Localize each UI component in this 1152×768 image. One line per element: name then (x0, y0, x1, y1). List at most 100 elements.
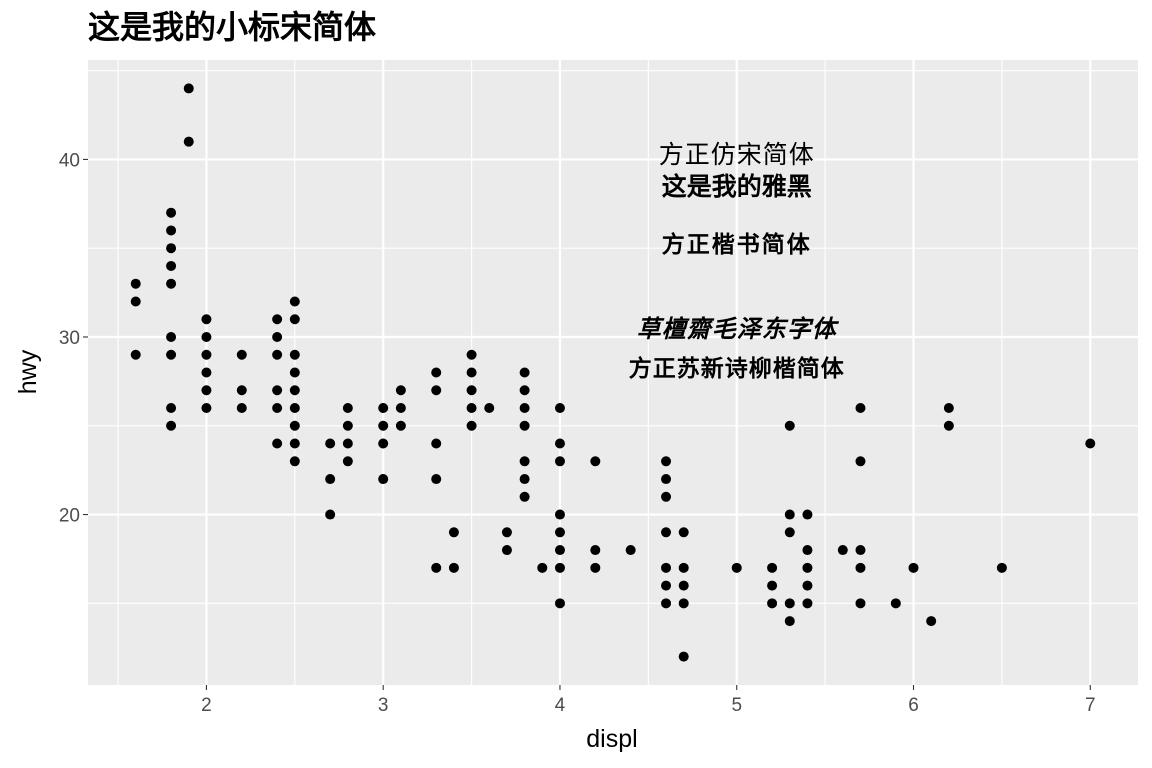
data-point (501, 545, 512, 556)
data-point (661, 598, 672, 609)
data-point (130, 278, 141, 289)
data-point (554, 403, 565, 414)
data-point (501, 527, 512, 538)
data-point (678, 598, 689, 609)
y-tick-label: 40 (59, 150, 80, 171)
data-point (678, 527, 689, 538)
annotation-label: 草檀齋毛泽东字体 (637, 314, 840, 343)
data-point (342, 456, 353, 467)
data-point (837, 545, 848, 556)
data-point (272, 403, 283, 414)
data-point (289, 349, 300, 360)
data-point (784, 598, 795, 609)
data-point (378, 403, 389, 414)
data-point (802, 562, 813, 573)
data-point (554, 527, 565, 538)
data-point (272, 349, 283, 360)
data-point (395, 403, 406, 414)
data-point (272, 438, 283, 449)
annotation-label: 方正仿宋简体 (659, 140, 815, 169)
data-point (201, 367, 212, 378)
data-point (590, 545, 601, 556)
data-point (519, 403, 530, 414)
data-point (342, 438, 353, 449)
data-point (289, 296, 300, 307)
data-point (201, 403, 212, 414)
data-point (661, 456, 672, 467)
minor-gridlines (88, 60, 1138, 685)
data-point (201, 385, 212, 396)
data-point (236, 403, 247, 414)
data-point (431, 474, 442, 485)
y-tick-label: 30 (59, 328, 80, 349)
data-point (661, 491, 672, 502)
data-point (342, 420, 353, 431)
data-point (554, 509, 565, 520)
major-gridlines (88, 60, 1138, 685)
data-point (166, 225, 177, 236)
data-point (236, 385, 247, 396)
data-point (431, 367, 442, 378)
data-point (395, 385, 406, 396)
data-point (855, 545, 866, 556)
data-point (448, 527, 459, 538)
data-point (926, 616, 937, 627)
data-point (784, 509, 795, 520)
data-point (166, 349, 177, 360)
data-point (590, 562, 601, 573)
data-point (784, 527, 795, 538)
x-tick-label: 2 (201, 695, 212, 716)
data-point (466, 367, 477, 378)
x-axis-title: displ (586, 725, 637, 753)
data-point (201, 349, 212, 360)
annotation-label: 方正楷书简体 (662, 231, 812, 258)
data-point (678, 562, 689, 573)
data-point (325, 509, 336, 520)
data-point (802, 545, 813, 556)
data-point (943, 420, 954, 431)
data-point (272, 314, 283, 325)
data-point (289, 403, 300, 414)
data-point (378, 474, 389, 485)
data-point (519, 474, 530, 485)
data-point (183, 136, 194, 147)
data-point (378, 438, 389, 449)
data-point (802, 509, 813, 520)
data-point (802, 598, 813, 609)
data-point (519, 420, 530, 431)
data-point (289, 438, 300, 449)
data-point (519, 491, 530, 502)
data-point (1085, 438, 1096, 449)
data-point (289, 367, 300, 378)
data-point (431, 562, 442, 573)
plot-panel (88, 60, 1138, 685)
x-axis-tick-labels: 2 3 4 5 6 7 (201, 695, 1095, 716)
chart-title: 这是我的小标宋简体 (88, 8, 376, 46)
data-point (590, 456, 601, 467)
data-point (678, 651, 689, 662)
data-point (661, 474, 672, 485)
data-point (431, 438, 442, 449)
data-point (466, 420, 477, 431)
data-point (325, 474, 336, 485)
data-point (554, 598, 565, 609)
data-point (289, 420, 300, 431)
axis-ticks (83, 158, 1091, 690)
data-point (943, 403, 954, 414)
data-point (130, 349, 141, 360)
data-point (378, 420, 389, 431)
data-point (661, 562, 672, 573)
data-point (484, 403, 495, 414)
data-point (166, 331, 177, 342)
data-point (784, 420, 795, 431)
data-point (448, 562, 459, 573)
data-point (431, 385, 442, 396)
annotation-label: 方正苏新诗柳楷简体 (629, 355, 845, 382)
data-point (802, 580, 813, 591)
data-point (855, 598, 866, 609)
x-tick-label: 3 (378, 695, 389, 716)
data-point (661, 527, 672, 538)
data-point (166, 403, 177, 414)
data-point (201, 331, 212, 342)
